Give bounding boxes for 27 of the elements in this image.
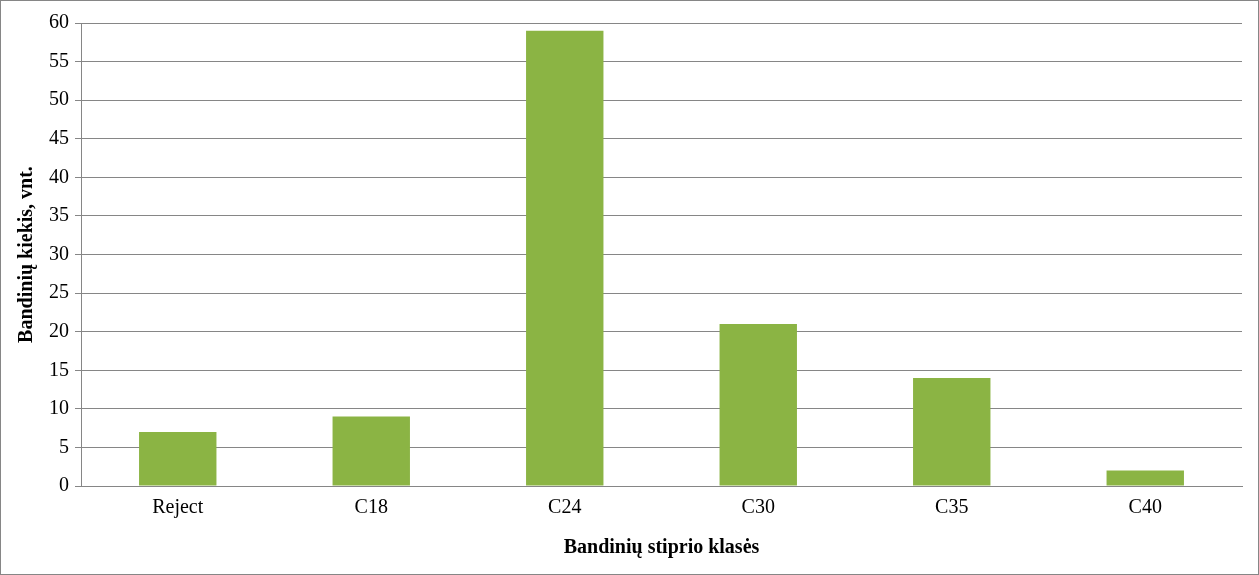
- x-tick-label: C18: [354, 495, 388, 518]
- x-tick-label: C40: [1128, 495, 1162, 518]
- bar: [719, 323, 797, 486]
- y-tick-label: 55: [49, 48, 69, 71]
- y-tick-label: 40: [49, 164, 69, 187]
- y-tick-label: 25: [49, 280, 69, 303]
- y-tick-label: 30: [49, 241, 69, 264]
- bar: [913, 377, 991, 486]
- x-axis-title: Bandinių stiprio klasės: [563, 535, 760, 559]
- y-tick-label: 60: [49, 10, 69, 33]
- bar: [139, 431, 217, 486]
- y-tick-label: 20: [49, 318, 69, 341]
- x-tick-label: C35: [935, 495, 969, 518]
- x-tick-label: C24: [548, 495, 582, 518]
- y-tick-label: 5: [59, 434, 69, 457]
- bar: [332, 416, 410, 486]
- y-tick-label: 10: [49, 396, 69, 419]
- y-tick-label: 50: [49, 87, 69, 110]
- y-axis-title: Bandinių kiekis, vnt.: [14, 166, 38, 343]
- y-tick-label: 35: [49, 203, 69, 226]
- y-tick-label: 0: [59, 473, 69, 496]
- y-tick-label: 15: [49, 357, 69, 380]
- y-tick-label: 45: [49, 126, 69, 148]
- x-tick-label: Reject: [152, 495, 204, 519]
- bar: [1106, 470, 1184, 486]
- x-tick-label: C30: [741, 495, 775, 518]
- bar: [526, 30, 604, 486]
